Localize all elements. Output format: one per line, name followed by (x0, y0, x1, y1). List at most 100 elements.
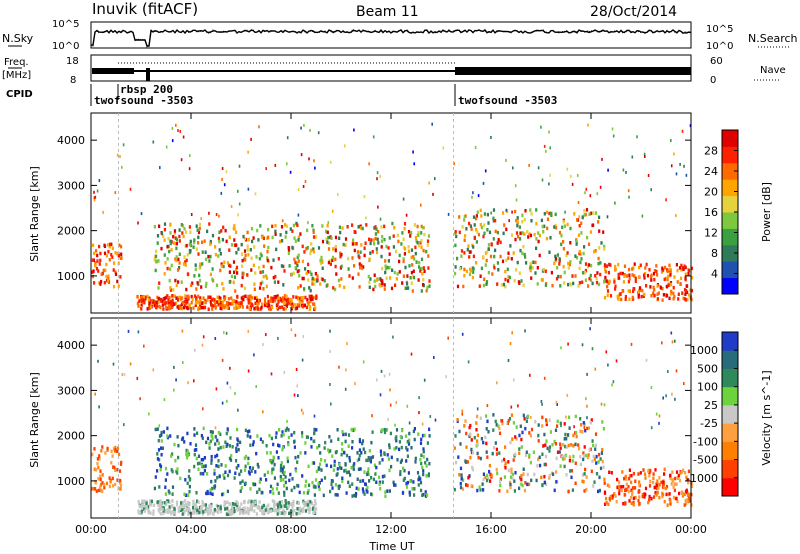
echo-cell (363, 492, 366, 496)
sparse-echo-cell (603, 403, 606, 407)
echo-cell (378, 461, 381, 465)
echo-cell (461, 487, 465, 491)
echo-cell (661, 286, 664, 291)
echo-cell (509, 440, 512, 445)
echo-cell (221, 300, 224, 304)
echo-cell (459, 267, 462, 271)
echo-cell (330, 479, 333, 483)
echo-cell (283, 300, 287, 305)
echo-cell (369, 251, 372, 255)
echo-cell (496, 471, 499, 476)
echo-cell (237, 305, 240, 310)
echo-cell (554, 212, 557, 217)
echo-cell (197, 252, 200, 256)
echo-cell (253, 287, 256, 291)
echo-cell (319, 258, 322, 263)
echo-cell (219, 509, 222, 514)
echo-cell (98, 454, 101, 458)
echo-cell (642, 468, 645, 472)
echo-cell (273, 462, 276, 467)
echo-cell (624, 502, 627, 506)
echo-cell (99, 258, 102, 263)
echo-cell (172, 241, 176, 245)
sparse-echo-cell (293, 393, 296, 397)
echo-cell (305, 501, 308, 505)
echo-cell (349, 473, 352, 477)
echo-cell (270, 265, 273, 270)
echo-cell (579, 454, 582, 459)
echo-cell (246, 230, 249, 235)
echo-cell (164, 509, 167, 514)
echo-cell (138, 502, 141, 506)
echo-cell (149, 305, 152, 309)
echo-cell (389, 431, 392, 436)
echo-cell (545, 439, 548, 443)
sparse-echo-cell (647, 174, 650, 177)
echo-cell (496, 282, 499, 286)
sparse-echo-cell (576, 173, 579, 177)
echo-cell (459, 442, 462, 446)
sparse-echo-cell (509, 342, 512, 345)
sparse-echo-cell (541, 178, 544, 182)
echo-cell (479, 456, 482, 461)
echo-cell (484, 435, 487, 440)
sparse-echo-cell (173, 388, 175, 392)
echo-cell (296, 297, 299, 301)
sparse-echo-cell (152, 140, 155, 144)
echo-cell (226, 489, 229, 494)
echo-cell (311, 297, 314, 301)
sparse-echo-cell (112, 362, 115, 366)
x-tick-label: 12:00 (375, 523, 407, 536)
echo-cell (368, 237, 371, 242)
echo-cell (164, 466, 168, 471)
echo-cell (187, 506, 190, 511)
echo-cell (223, 260, 226, 264)
echo-cell (334, 483, 337, 487)
echo-cell (614, 287, 617, 291)
echo-cell (423, 232, 426, 237)
echo-cell (272, 455, 275, 459)
echo-cell (537, 439, 540, 443)
echo-cell (386, 453, 389, 457)
echo-cell (676, 280, 679, 284)
echo-cell (670, 482, 673, 486)
echo-cell (399, 470, 402, 474)
echo-cell (101, 481, 104, 485)
echo-cell (161, 299, 164, 303)
echo-cell (514, 471, 517, 475)
echo-cell (344, 468, 347, 472)
echo-cell (513, 279, 516, 283)
echo-cell (509, 485, 512, 489)
sparse-echo-cell (406, 404, 409, 408)
echo-cell (329, 449, 332, 453)
echo-cell (203, 300, 206, 305)
echo-cell (475, 216, 478, 221)
echo-cell (107, 277, 110, 281)
echo-cell (396, 272, 399, 276)
echo-cell (528, 455, 531, 459)
echo-cell (94, 468, 98, 472)
echo-cell (378, 480, 381, 485)
echo-cell (597, 220, 600, 224)
echo-cell (572, 454, 575, 459)
echo-cell (482, 472, 485, 476)
echo-cell (160, 299, 163, 303)
echo-cell (419, 241, 422, 245)
sparse-echo-cell (230, 205, 233, 208)
echo-cell (118, 452, 121, 457)
echo-cell (152, 300, 155, 304)
echo-cell (551, 283, 554, 288)
echo-cell (149, 511, 152, 515)
echo-cell (314, 306, 317, 310)
echo-cell (202, 426, 205, 431)
echo-cell (656, 273, 659, 277)
echo-cell (159, 467, 162, 472)
echo-cell (469, 250, 473, 254)
echo-cell (147, 504, 150, 509)
echo-cell (281, 305, 284, 309)
echo-cell (290, 488, 293, 493)
echo-cell (362, 490, 365, 494)
echo-cell (97, 477, 100, 481)
echo-cell (351, 446, 354, 450)
